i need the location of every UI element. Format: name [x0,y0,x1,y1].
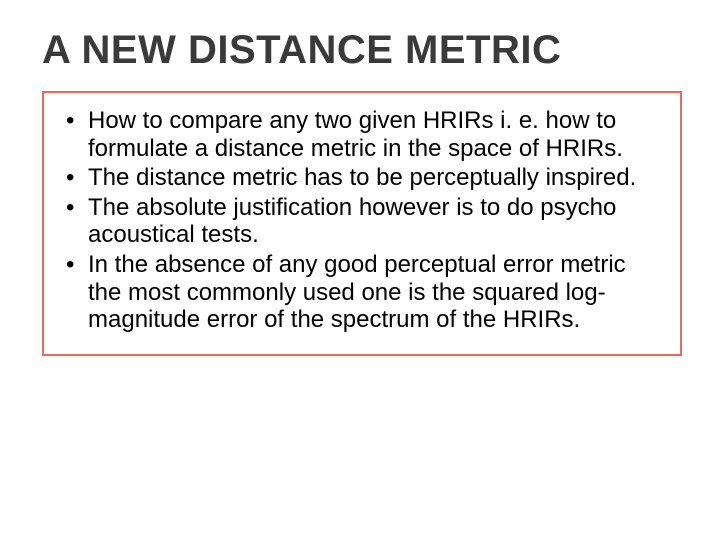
list-item: In the absence of any good perceptual er… [62,251,662,334]
bullet-list: How to compare any two given HRIRs i. e.… [62,107,662,334]
list-item: The distance metric has to be perceptual… [62,164,662,192]
slide: A NEW DISTANCE METRIC How to compare any… [0,0,720,540]
content-box: How to compare any two given HRIRs i. e.… [42,91,682,356]
slide-title: A NEW DISTANCE METRIC [42,28,692,73]
list-item: How to compare any two given HRIRs i. e.… [62,107,662,162]
list-item: The absolute justification however is to… [62,194,662,249]
